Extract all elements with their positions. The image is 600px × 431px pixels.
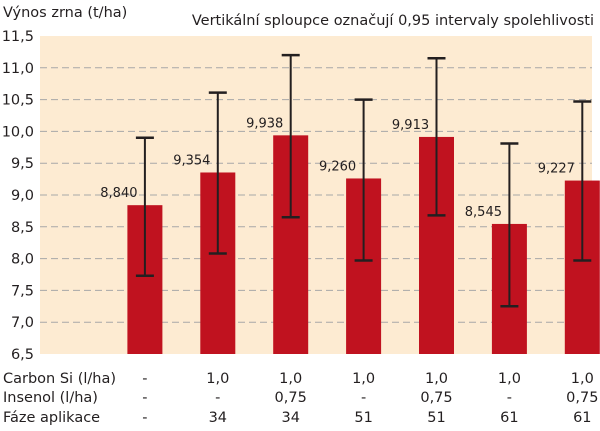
error-bars (135, 53, 592, 308)
table-cell: 1,0 (571, 371, 594, 387)
y-tick-label: 11,0 (2, 61, 34, 77)
chart-annotation: Vertikální sploupce označují 0,95 interv… (192, 13, 594, 29)
value-label: 9,354 (173, 153, 210, 168)
value-label: 9,913 (392, 118, 429, 133)
table-row-label: Carbon Si (l/ha) (3, 371, 116, 387)
value-label: 9,260 (319, 159, 356, 174)
table-cell: 1,0 (279, 371, 302, 387)
y-axis-label: Výnos zrna (t/ha) (3, 5, 127, 21)
table-cell: 34 (209, 410, 227, 426)
table-cell: - (215, 390, 220, 406)
y-tick-label: 10,0 (2, 124, 34, 140)
y-tick-label: 9,0 (11, 188, 34, 204)
treatment-table: Carbon Si (l/ha) - 1,0 1,0 1,0 1,0 1,0 1,0 Insen… (3, 371, 598, 426)
table-row-label: Insenol (l/ha) (3, 390, 98, 406)
table-cell: - (142, 390, 147, 406)
table-cell: 0,75 (420, 390, 452, 406)
value-label: 9,938 (246, 116, 283, 131)
table-cell: 34 (281, 410, 299, 426)
table-cell: 1,0 (206, 371, 229, 387)
y-tick-label: 7,0 (11, 315, 34, 331)
table-cell: - (507, 390, 512, 406)
y-tick-label: 9,5 (11, 156, 34, 172)
table-cell: 51 (354, 410, 372, 426)
bars (127, 135, 600, 354)
table-cell: - (361, 390, 366, 406)
table-cell: 1,0 (352, 371, 375, 387)
table-row-label: Fáze aplikace (3, 410, 100, 426)
value-label: 8,545 (465, 205, 502, 220)
y-tick-labels: 6,5 7,0 7,5 8,0 8,5 9,0 9,5 10,0 10,5 11,0 11,5 (2, 29, 34, 363)
y-tick-label: 10,5 (2, 93, 34, 109)
table-cell: 51 (427, 410, 445, 426)
table-cell: 0,75 (275, 390, 307, 406)
y-tick-label: 8,0 (11, 252, 34, 268)
table-cell: 1,0 (425, 371, 448, 387)
table-cell: 1,0 (498, 371, 521, 387)
table-cell: 0,75 (566, 390, 598, 406)
y-tick-label: 7,5 (11, 283, 34, 299)
table-cell: - (142, 410, 147, 426)
y-tick-label: 8,5 (11, 220, 34, 236)
y-tick-label: 11,5 (2, 29, 34, 45)
value-labels: 8,840 9,354 9,938 9,260 9,913 8,545 9,227 (100, 116, 575, 220)
table-cell: - (142, 371, 147, 387)
value-label: 9,227 (538, 162, 575, 177)
table-cell: 61 (500, 410, 518, 426)
table-cell: 61 (573, 410, 591, 426)
value-label: 8,840 (100, 186, 137, 201)
y-tick-label: 6,5 (11, 347, 34, 363)
